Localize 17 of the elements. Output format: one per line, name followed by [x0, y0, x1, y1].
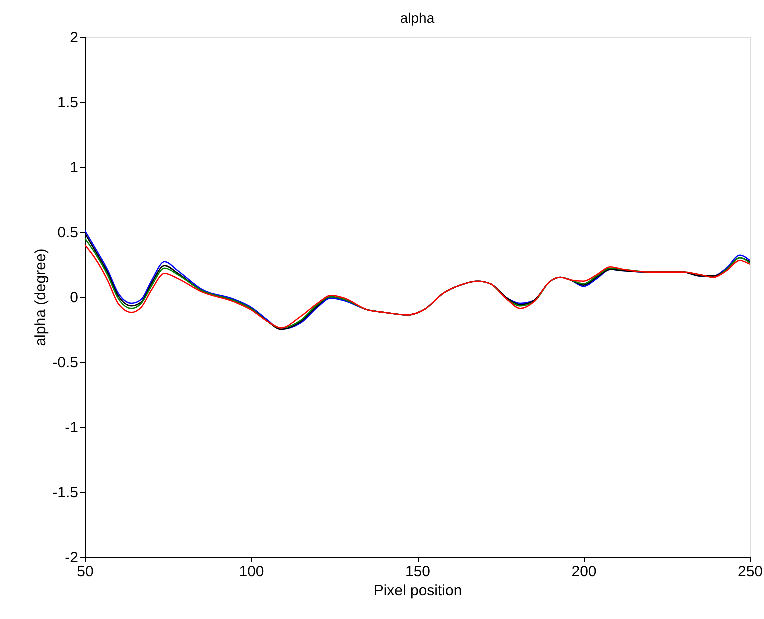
chart-title: alpha: [400, 10, 435, 26]
y-tick-label: -1: [65, 420, 78, 436]
y-tick-label: 1.5: [58, 94, 78, 112]
x-tick-label: 50: [77, 564, 94, 580]
x-tick-label: 200: [572, 564, 597, 580]
y-tick-label: -0.5: [52, 354, 78, 372]
x-tick-label: 100: [239, 564, 264, 580]
x-axis-title: Pixel position: [374, 582, 462, 600]
y-tick-label: 0.5: [58, 224, 78, 242]
y-tick-label: -2: [65, 550, 78, 566]
y-axis-title: alpha (degree): [32, 248, 50, 346]
y-tick-label: 0: [70, 290, 78, 306]
y-tick-label: -1.5: [52, 484, 78, 502]
x-tick-label: 150: [405, 564, 431, 580]
y-tick-label: 1: [70, 160, 78, 176]
x-tick-label: 250: [738, 564, 764, 580]
y-tick-label: 2: [70, 30, 78, 46]
